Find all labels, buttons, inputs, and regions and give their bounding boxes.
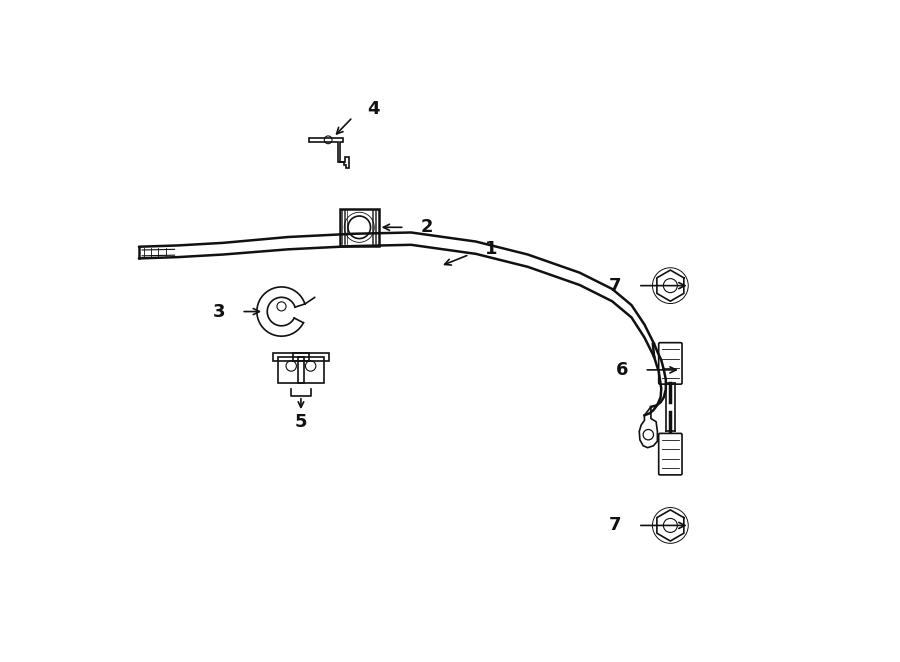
Text: 5: 5 — [294, 412, 307, 431]
Bar — [292, 353, 328, 361]
Text: 1: 1 — [484, 240, 497, 258]
Text: 3: 3 — [212, 303, 225, 320]
Bar — [340, 209, 379, 246]
Text: 7: 7 — [609, 277, 622, 295]
Bar — [273, 353, 310, 361]
Text: 4: 4 — [367, 101, 380, 118]
Text: 2: 2 — [421, 218, 433, 236]
Text: 6: 6 — [616, 361, 628, 379]
Text: 7: 7 — [609, 516, 622, 534]
Bar — [298, 357, 324, 383]
Bar — [278, 357, 304, 383]
